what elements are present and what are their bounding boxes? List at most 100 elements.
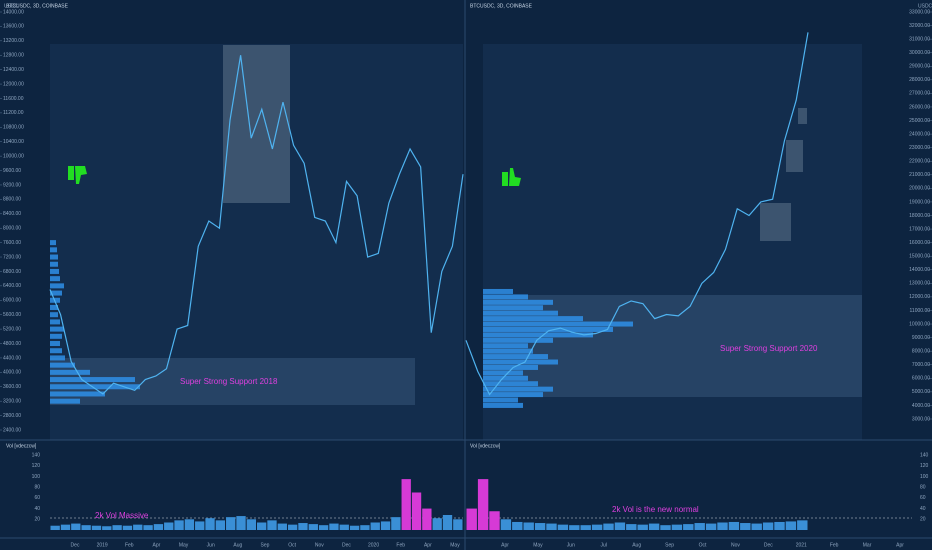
profile-bar [483, 299, 553, 305]
y-tick-label: 8400.00 [3, 211, 21, 217]
volume-tick-label: 40 [34, 506, 40, 512]
highlight-box [760, 203, 791, 241]
y-tick-label: 13200.00 [3, 38, 24, 44]
y-tick-label: 12000.00 [3, 81, 24, 87]
price-line [49, 55, 464, 395]
profile-bar [483, 305, 543, 311]
price-line [465, 32, 809, 396]
y-tick-label: 20000.00 [909, 186, 930, 192]
volume-bar [442, 515, 453, 530]
symbol-label: BTCUSDC, 3D, COINBASE [470, 3, 533, 9]
volume-bar [205, 518, 215, 530]
y-tick-label: 9600.00 [3, 168, 21, 174]
volume-tick-label: 140 [32, 452, 41, 458]
y-tick-label: 6000.00 [3, 298, 21, 304]
profile-bar [483, 288, 513, 294]
volume-bar [50, 525, 60, 530]
y-tick-label: 14000.00 [909, 267, 930, 273]
y-tick-label: 14000.00 [3, 9, 24, 15]
y-tick-label: 4000.00 [912, 403, 930, 409]
x-tick-label: Jun [567, 542, 575, 548]
x-tick-label: May [533, 542, 543, 548]
volume-bar [477, 479, 489, 530]
volume-bar [91, 525, 102, 530]
x-tick-label: Aug [233, 542, 242, 548]
symbol-label: BTCUSDC, 3D, COINBASE [6, 3, 69, 9]
profile-bar [483, 348, 533, 354]
profile-bar [483, 375, 528, 381]
volume-bar [648, 523, 660, 530]
x-tick-label: 2019 [97, 542, 108, 548]
y-tick-label: 16000.00 [909, 240, 930, 246]
y-tick-label: 3200.00 [3, 399, 21, 405]
y-tick-label: 6800.00 [3, 269, 21, 275]
y-tick-label: 11200.00 [3, 110, 24, 116]
y-tick-label: 3600.00 [3, 384, 21, 390]
y-tick-label: 27000.00 [909, 91, 930, 97]
volume-bar [257, 522, 267, 530]
support-label: Super Strong Support 2020 [720, 344, 818, 353]
y-tick-label: 12800.00 [3, 53, 24, 59]
volume-bar [267, 520, 277, 530]
volume-bar [287, 524, 298, 530]
y-tick-label: 4000.00 [3, 370, 21, 376]
volume-bar [523, 522, 534, 530]
volume-bar [762, 522, 774, 530]
volume-bar [339, 524, 349, 530]
volume-tick-label: 100 [32, 474, 41, 480]
volume-bar [71, 523, 81, 530]
profile-bar [483, 343, 528, 349]
y-tick-label: 5000.00 [912, 389, 930, 395]
y-tick-label: 10000.00 [909, 321, 930, 327]
y-tick-label: 9000.00 [912, 335, 930, 341]
profile-bar [50, 261, 58, 267]
profile-bar [483, 386, 553, 392]
profile-bar [483, 332, 593, 338]
volume-bar [797, 520, 808, 530]
x-tick-label: Apr [153, 542, 161, 548]
y-tick-label: 13600.00 [3, 24, 24, 30]
profile-bar [50, 304, 58, 310]
profile-bar [483, 364, 538, 370]
volume-bar [195, 521, 205, 530]
y-tick-label: 6000.00 [912, 376, 930, 382]
profile-bar [483, 397, 518, 403]
y-tick-label: 7000.00 [912, 362, 930, 368]
profile-bar [50, 341, 60, 347]
range-box [50, 44, 463, 440]
x-tick-label: Nov [731, 542, 740, 548]
volume-tick-label: 60 [920, 495, 926, 501]
y-tick-label: 9200.00 [3, 182, 21, 188]
x-tick-label: Feb [396, 542, 405, 548]
range-box [483, 44, 862, 440]
y-tick-label: 28000.00 [909, 77, 930, 83]
volume-tick-label: 20 [34, 517, 40, 523]
y-tick-label: 24000.00 [909, 131, 930, 137]
support-label: Super Strong Support 2018 [180, 377, 278, 386]
volume-bar [401, 479, 411, 530]
volume-bar [318, 525, 329, 530]
x-tick-label: Nov [315, 542, 324, 548]
x-tick-label: Dec [342, 542, 351, 548]
volume-bar [512, 521, 523, 530]
volume-tick-label: 60 [34, 495, 40, 501]
volume-bar [380, 521, 391, 530]
y-tick-label: 8800.00 [3, 197, 21, 203]
profile-bar [50, 369, 90, 375]
volume-bar [122, 525, 133, 530]
y-tick-label: 4400.00 [3, 355, 21, 361]
y-tick-label: 21000.00 [909, 172, 930, 178]
y-tick-label: 12000.00 [909, 294, 930, 300]
profile-bar [50, 391, 105, 397]
x-tick-label: Mar [863, 542, 872, 548]
volume-tick-label: 40 [920, 506, 926, 512]
profile-bar [483, 359, 558, 365]
x-tick-label: Dec [71, 542, 80, 548]
volume-bar [174, 520, 184, 530]
x-tick-label: Feb [125, 542, 134, 548]
volume-title: Vol [vdeczcw] [6, 443, 37, 449]
y-tick-label: 5600.00 [3, 312, 21, 318]
volume-bar [298, 523, 308, 530]
